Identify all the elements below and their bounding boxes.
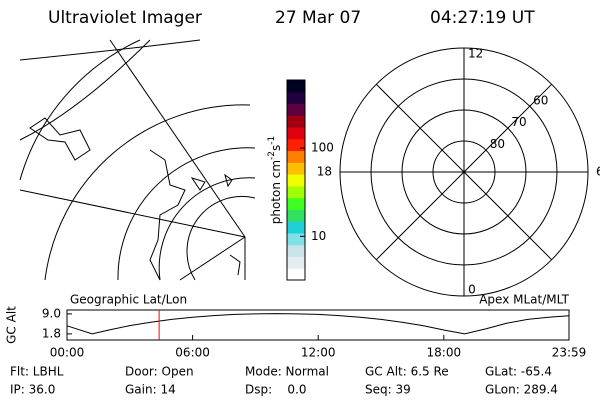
info-field: GLat: -65.4 [485,365,552,379]
x-tick-label: 06:00 [175,346,210,360]
colorbar-tick-label: 10 [311,229,326,243]
x-tick-label: 12:00 [301,346,336,360]
x-tick-label: 18:00 [427,346,462,360]
left-label: Geographic Lat/Lon [70,293,187,307]
colorbar-segment [287,174,305,187]
colorbar-segment [287,103,305,116]
colorbar-label-part: s [269,145,283,151]
colorbar-segment [287,185,305,199]
info-field: Flt: LBHL [10,365,64,379]
polar-hour-label: 12 [468,47,483,61]
colorbar-segment [287,138,305,152]
colorbar-tick-label: 100 [311,141,334,155]
colorbar-label-part: -2 [267,151,277,160]
info-field: Dsp: 0.0 [245,383,307,397]
info-field: Mode: Normal [245,365,329,379]
info-field: GLon: 289.4 [485,383,558,397]
info-field: IP: 36.0 [10,383,55,397]
map [19,39,256,281]
info-panel: Flt: LBHL Door: Open Mode: Normal GC Alt: 6… [10,365,558,397]
colorbar-segment [287,209,305,222]
colorbar-segment [287,244,305,257]
map-grid [19,39,246,281]
map-rings [19,39,256,281]
colorbar-segment [287,91,305,105]
colorbar-segment [287,256,305,269]
polar-ring-label: 60 [533,93,548,107]
colorbar-frame [286,79,306,281]
polar-hour-label: 6 [596,165,600,179]
colorbar-segment [287,268,305,281]
colorbar-segment [287,232,305,246]
altitude-line [66,313,570,335]
right-label: Apex MLat/MLT [479,293,569,307]
y-tick-label: 1.8 [42,326,61,340]
info-field: Gain: 14 [125,383,176,397]
colorbar: 10 100 photon cm-2s-1 [267,79,334,281]
polar-ring [370,78,558,266]
info-field: Seq: 39 [365,383,411,397]
time: 04:27:19 UT [430,8,535,28]
colorbar-segment [287,162,305,175]
colorbar-label: photon cm-2s-1 [267,136,283,225]
y-tick-label: 9.0 [42,306,61,320]
altitude-plot: Geographic Lat/Lon Apex MLat/MLT GC Alt 9.0… [5,293,587,360]
polar-hour-label: 18 [317,165,332,179]
colorbar-label-part: photon cm [269,160,283,224]
info-field: Door: Open [125,365,194,379]
colorbar-segment [287,127,305,140]
colorbar-segment [287,197,305,210]
y-label: GC Alt [5,306,19,344]
x-tick-label: 23:59 [552,346,587,360]
colorbar-label-part: -1 [267,136,277,145]
polar-ring [401,109,527,235]
polar-spoke [375,83,553,261]
polar-ring [432,140,496,204]
title: Ultraviolet Imager [48,8,202,28]
colorbar-segment [287,115,305,128]
colorbar-segment [287,150,305,163]
polar-hour-label: 0 [468,283,476,297]
polar-ring-label: 70 [511,115,526,129]
x-tick-label: 00:00 [50,346,85,360]
date: 27 Mar 07 [275,8,361,28]
colorbar-segment [287,221,305,234]
info-field: GC Alt: 6.5 Re [365,365,449,379]
coastline [29,117,241,281]
colorbar-segment [287,80,305,93]
polar-ring-label: 80 [490,137,505,151]
